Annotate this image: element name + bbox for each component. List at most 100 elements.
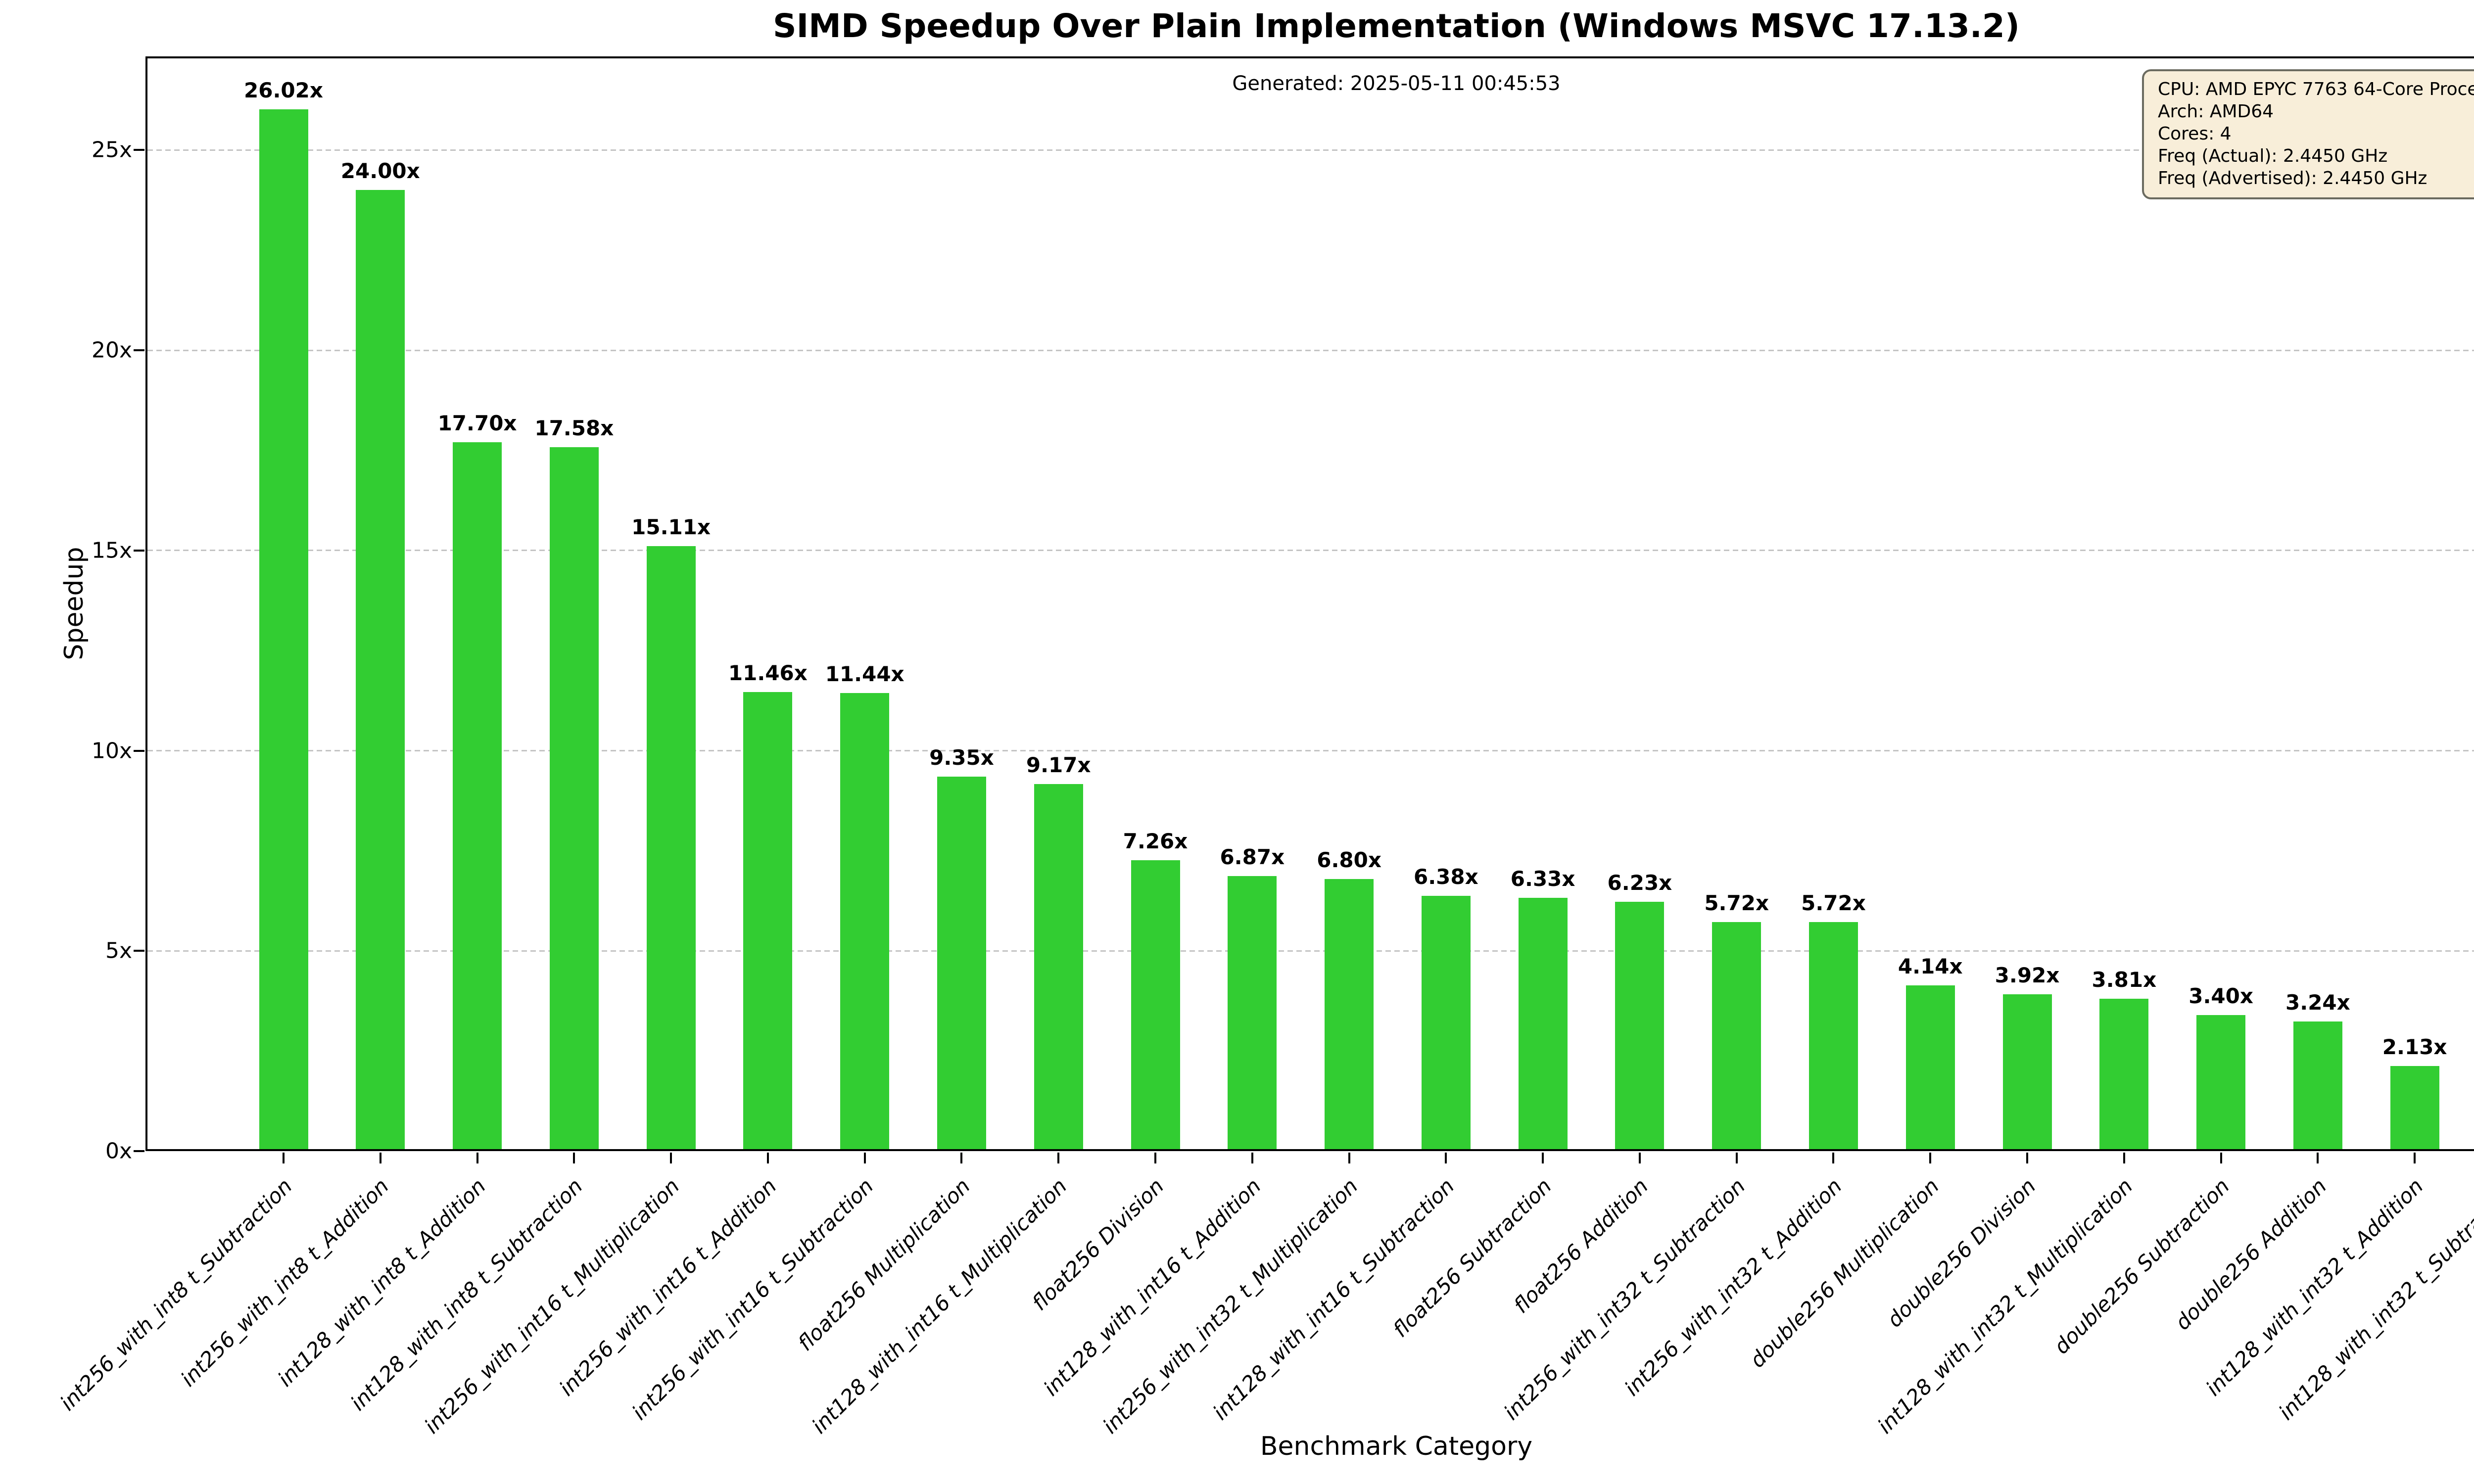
bar (2196, 1015, 2246, 1151)
x-tick (2123, 1153, 2125, 1163)
y-tick-label: 0x (105, 1138, 132, 1164)
bar (1905, 985, 1955, 1151)
bar-value-label: 17.58x (534, 416, 614, 440)
chart-title: SIMD Speedup Over Plain Implementation (… (773, 7, 2020, 45)
bar-value-label: 6.23x (1607, 870, 1672, 895)
bar (2390, 1066, 2439, 1151)
y-tick-label: 15x (91, 538, 132, 563)
x-tick-label: double256 Subtraction (2049, 1174, 2235, 1359)
bar-value-label: 3.92x (1995, 963, 2060, 987)
x-tick (766, 1153, 769, 1163)
y-tick-label: 25x (91, 137, 132, 163)
bar-value-label: 5.72x (1801, 891, 1866, 915)
x-tick (1735, 1153, 1738, 1163)
x-tick (2317, 1153, 2319, 1163)
bar (1228, 876, 1277, 1151)
bar (1808, 922, 1858, 1151)
x-tick-label: int128_with_int8 t_Addition (273, 1174, 491, 1391)
x-tick (1445, 1153, 1447, 1163)
info-line-cpu: CPU: AMD EPYC 7763 64-Core Processor (2158, 79, 2474, 99)
bar (743, 692, 793, 1151)
cpu-info-box: CPU: AMD EPYC 7763 64-Core Processor Arc… (2142, 69, 2474, 199)
x-tick (1348, 1153, 1350, 1163)
x-tick (2026, 1153, 2029, 1163)
y-tick (134, 349, 144, 352)
x-tick-label: double256 Multiplication (1745, 1174, 1944, 1373)
x-tick (379, 1153, 381, 1163)
bar-value-label: 26.02x (244, 78, 323, 102)
bar (1325, 879, 1374, 1151)
y-tick-label: 10x (91, 738, 132, 764)
bar-value-label: 3.24x (2285, 990, 2350, 1015)
bar (1518, 897, 1568, 1151)
bar-value-label: 5.72x (1704, 891, 1769, 915)
gridline-5x (147, 950, 2474, 952)
y-tick (134, 1150, 144, 1152)
bar-value-label: 15.11x (631, 514, 711, 539)
x-tick-label: float256 Subtraction (1388, 1174, 1556, 1342)
x-tick (283, 1153, 285, 1163)
bar (453, 442, 502, 1151)
y-tick-label: 20x (91, 337, 132, 363)
bar (2293, 1021, 2342, 1151)
gridline-10x (147, 750, 2474, 752)
y-tick (134, 950, 144, 952)
bar (1615, 901, 1665, 1151)
bar (646, 546, 696, 1151)
x-tick (1154, 1153, 1157, 1163)
x-tick (1832, 1153, 1835, 1163)
bar-value-label: 6.87x (1220, 844, 1285, 869)
bar-value-label: 6.80x (1317, 847, 1381, 872)
x-tick (1542, 1153, 1544, 1163)
y-axis-title: Speedup (59, 547, 89, 660)
bar (1034, 784, 1083, 1151)
bar (937, 777, 986, 1151)
x-tick (1057, 1153, 1060, 1163)
bar-value-label: 7.26x (1123, 829, 1188, 854)
bar (1421, 895, 1471, 1151)
info-line-cores: Cores: 4 (2158, 124, 2232, 144)
bar-value-label: 9.17x (1026, 752, 1091, 777)
bar-value-label: 3.40x (2189, 983, 2253, 1008)
gridline-20x (147, 349, 2474, 351)
x-tick (2220, 1153, 2222, 1163)
bar-value-label: 4.14x (1898, 954, 1963, 978)
gridline-25x (147, 149, 2474, 151)
info-line-freq-actual: Freq (Actual): 2.4450 GHz (2158, 146, 2388, 166)
bar-value-label: 9.35x (929, 745, 994, 770)
bar-value-label: 11.46x (728, 661, 808, 686)
x-tick (573, 1153, 575, 1163)
x-tick (960, 1153, 963, 1163)
info-line-arch: Arch: AMD64 (2158, 101, 2274, 122)
x-tick (1251, 1153, 1253, 1163)
x-tick (1929, 1153, 1932, 1163)
x-tick-label: float256 Multiplication (793, 1174, 975, 1356)
x-tick (2414, 1153, 2416, 1163)
bar (2002, 994, 2052, 1151)
x-tick (476, 1153, 478, 1163)
bar-value-label: 6.38x (1414, 864, 1478, 889)
x-tick (1638, 1153, 1641, 1163)
bar (356, 190, 405, 1151)
x-tick-label: int256_with_int8 t_Addition (176, 1174, 394, 1391)
x-tick (670, 1153, 672, 1163)
y-tick-label: 5x (105, 938, 132, 964)
x-axis-title: Benchmark Category (1260, 1432, 1533, 1461)
bar-value-label: 24.00x (340, 159, 420, 184)
bar (549, 447, 599, 1151)
y-tick (134, 149, 144, 151)
bar (2099, 998, 2149, 1151)
y-tick (134, 549, 144, 552)
bar-value-label: 6.33x (1510, 866, 1575, 891)
info-line-freq-advertised: Freq (Advertised): 2.4450 GHz (2158, 168, 2427, 188)
bar (259, 109, 308, 1151)
bar (1131, 860, 1180, 1151)
bar-value-label: 2.13x (2382, 1034, 2447, 1059)
y-tick (134, 749, 144, 752)
bar-value-label: 17.70x (437, 411, 517, 436)
gridline-15x (147, 550, 2474, 552)
bar-value-label: 11.44x (825, 662, 904, 686)
x-tick (863, 1153, 866, 1163)
generated-timestamp: Generated: 2025-05-11 00:45:53 (1232, 72, 1561, 95)
